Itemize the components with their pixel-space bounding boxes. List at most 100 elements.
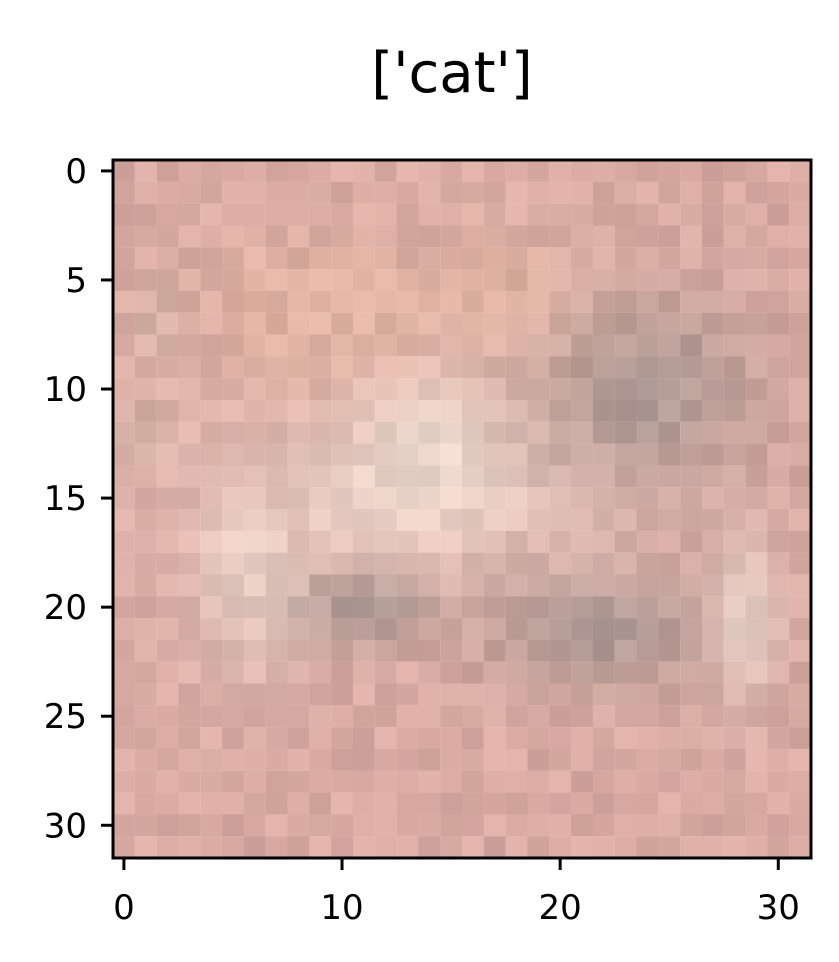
pixel-cell <box>680 748 703 771</box>
pixel-cell <box>200 596 223 619</box>
pixel-cell <box>200 290 223 313</box>
pixel-cell <box>462 661 484 684</box>
pixel-cell <box>527 269 550 291</box>
pixel-cell <box>789 661 812 684</box>
pixel-cell <box>571 509 593 531</box>
pixel-cell <box>396 596 419 619</box>
pixel-cell <box>134 574 157 597</box>
pixel-cell <box>571 770 593 793</box>
pixel-cell <box>352 160 375 182</box>
pixel-cell <box>200 334 223 357</box>
pixel-cell <box>331 574 354 597</box>
pixel-cell <box>483 225 506 248</box>
pixel-cell <box>789 378 812 401</box>
pixel-cell <box>331 487 354 510</box>
pixel-cell <box>723 225 746 248</box>
pixel-cell <box>462 814 484 837</box>
pixel-cell <box>156 727 179 750</box>
pixel-cell <box>178 639 201 662</box>
pixel-cell <box>658 618 681 640</box>
pixel-cell <box>680 160 703 182</box>
pixel-cell <box>723 269 746 291</box>
pixel-cell <box>396 465 419 488</box>
pixel-cell <box>636 203 659 226</box>
pixel-cell <box>352 443 375 466</box>
pixel-cell <box>374 661 397 684</box>
pixel-cell <box>462 792 484 815</box>
pixel-cell <box>680 509 703 531</box>
pixel-cell <box>767 356 790 379</box>
pixel-cell <box>418 334 441 357</box>
pixel-cell <box>549 596 572 619</box>
pixel-cell <box>178 421 201 444</box>
pixel-cell <box>636 748 659 771</box>
pixel-cell <box>178 465 201 488</box>
pixel-cell <box>309 705 332 728</box>
pixel-cell <box>178 203 201 226</box>
pixel-cell <box>614 399 637 422</box>
pixel-cell <box>178 443 201 466</box>
pixel-cell <box>789 181 812 204</box>
pixel-cell <box>134 160 157 182</box>
pixel-cell <box>222 814 244 837</box>
y-axis: 0 5 10 15 20 25 30 <box>44 152 113 846</box>
pixel-cell <box>222 683 244 706</box>
pixel-cell <box>592 727 615 750</box>
pixel-cell <box>789 225 812 248</box>
pixel-cell <box>767 770 790 793</box>
pixel-cell <box>352 727 375 750</box>
pixel-cell <box>592 334 615 357</box>
pixel-cell <box>614 792 637 815</box>
pixel-cell <box>418 247 441 270</box>
pixel-cell <box>113 727 135 750</box>
pixel-cell <box>331 727 354 750</box>
pixel-cell <box>287 770 310 793</box>
pixel-cell <box>789 618 812 640</box>
x-tick-label: 30 <box>757 888 800 928</box>
pixel-cell <box>418 203 441 226</box>
pixel-cell <box>396 203 419 226</box>
pixel-cell <box>549 639 572 662</box>
pixel-cell <box>396 748 419 771</box>
pixel-cell <box>723 596 746 619</box>
pixel-cell <box>745 225 768 248</box>
pixel-cell <box>309 443 332 466</box>
pixel-cell <box>156 465 179 488</box>
pixel-cell <box>331 160 354 182</box>
pixel-cell <box>745 356 768 379</box>
pixel-cell <box>592 618 615 640</box>
pixel-cell <box>287 290 310 313</box>
pixel-cell <box>571 836 593 859</box>
pixel-cell <box>571 399 593 422</box>
pixel-cell <box>156 705 179 728</box>
pixel-cell <box>396 574 419 597</box>
pixel-cell <box>571 356 593 379</box>
pixel-cell <box>374 399 397 422</box>
pixel-cell <box>658 399 681 422</box>
pixel-cell <box>658 596 681 619</box>
pixel-cell <box>745 661 768 684</box>
pixel-cell <box>527 378 550 401</box>
pixel-cell <box>592 225 615 248</box>
pixel-cell <box>614 705 637 728</box>
pixel-cell <box>701 290 724 313</box>
pixel-cell <box>374 312 397 335</box>
pixel-cell <box>243 705 266 728</box>
pixel-cell <box>156 770 179 793</box>
pixel-cell <box>745 247 768 270</box>
pixel-cell <box>789 443 812 466</box>
pixel-cell <box>636 661 659 684</box>
pixel-cell <box>352 836 375 859</box>
pixel-cell <box>134 748 157 771</box>
pixel-cell <box>222 661 244 684</box>
pixel-cell <box>222 705 244 728</box>
pixel-cell <box>331 312 354 335</box>
pixel-cell <box>222 356 244 379</box>
pixel-cell <box>113 421 135 444</box>
pixel-cell <box>745 574 768 597</box>
pixel-cell <box>113 378 135 401</box>
pixel-cell <box>723 290 746 313</box>
pixel-cell <box>200 312 223 335</box>
pixel-cell <box>723 203 746 226</box>
pixel-cell <box>745 334 768 357</box>
